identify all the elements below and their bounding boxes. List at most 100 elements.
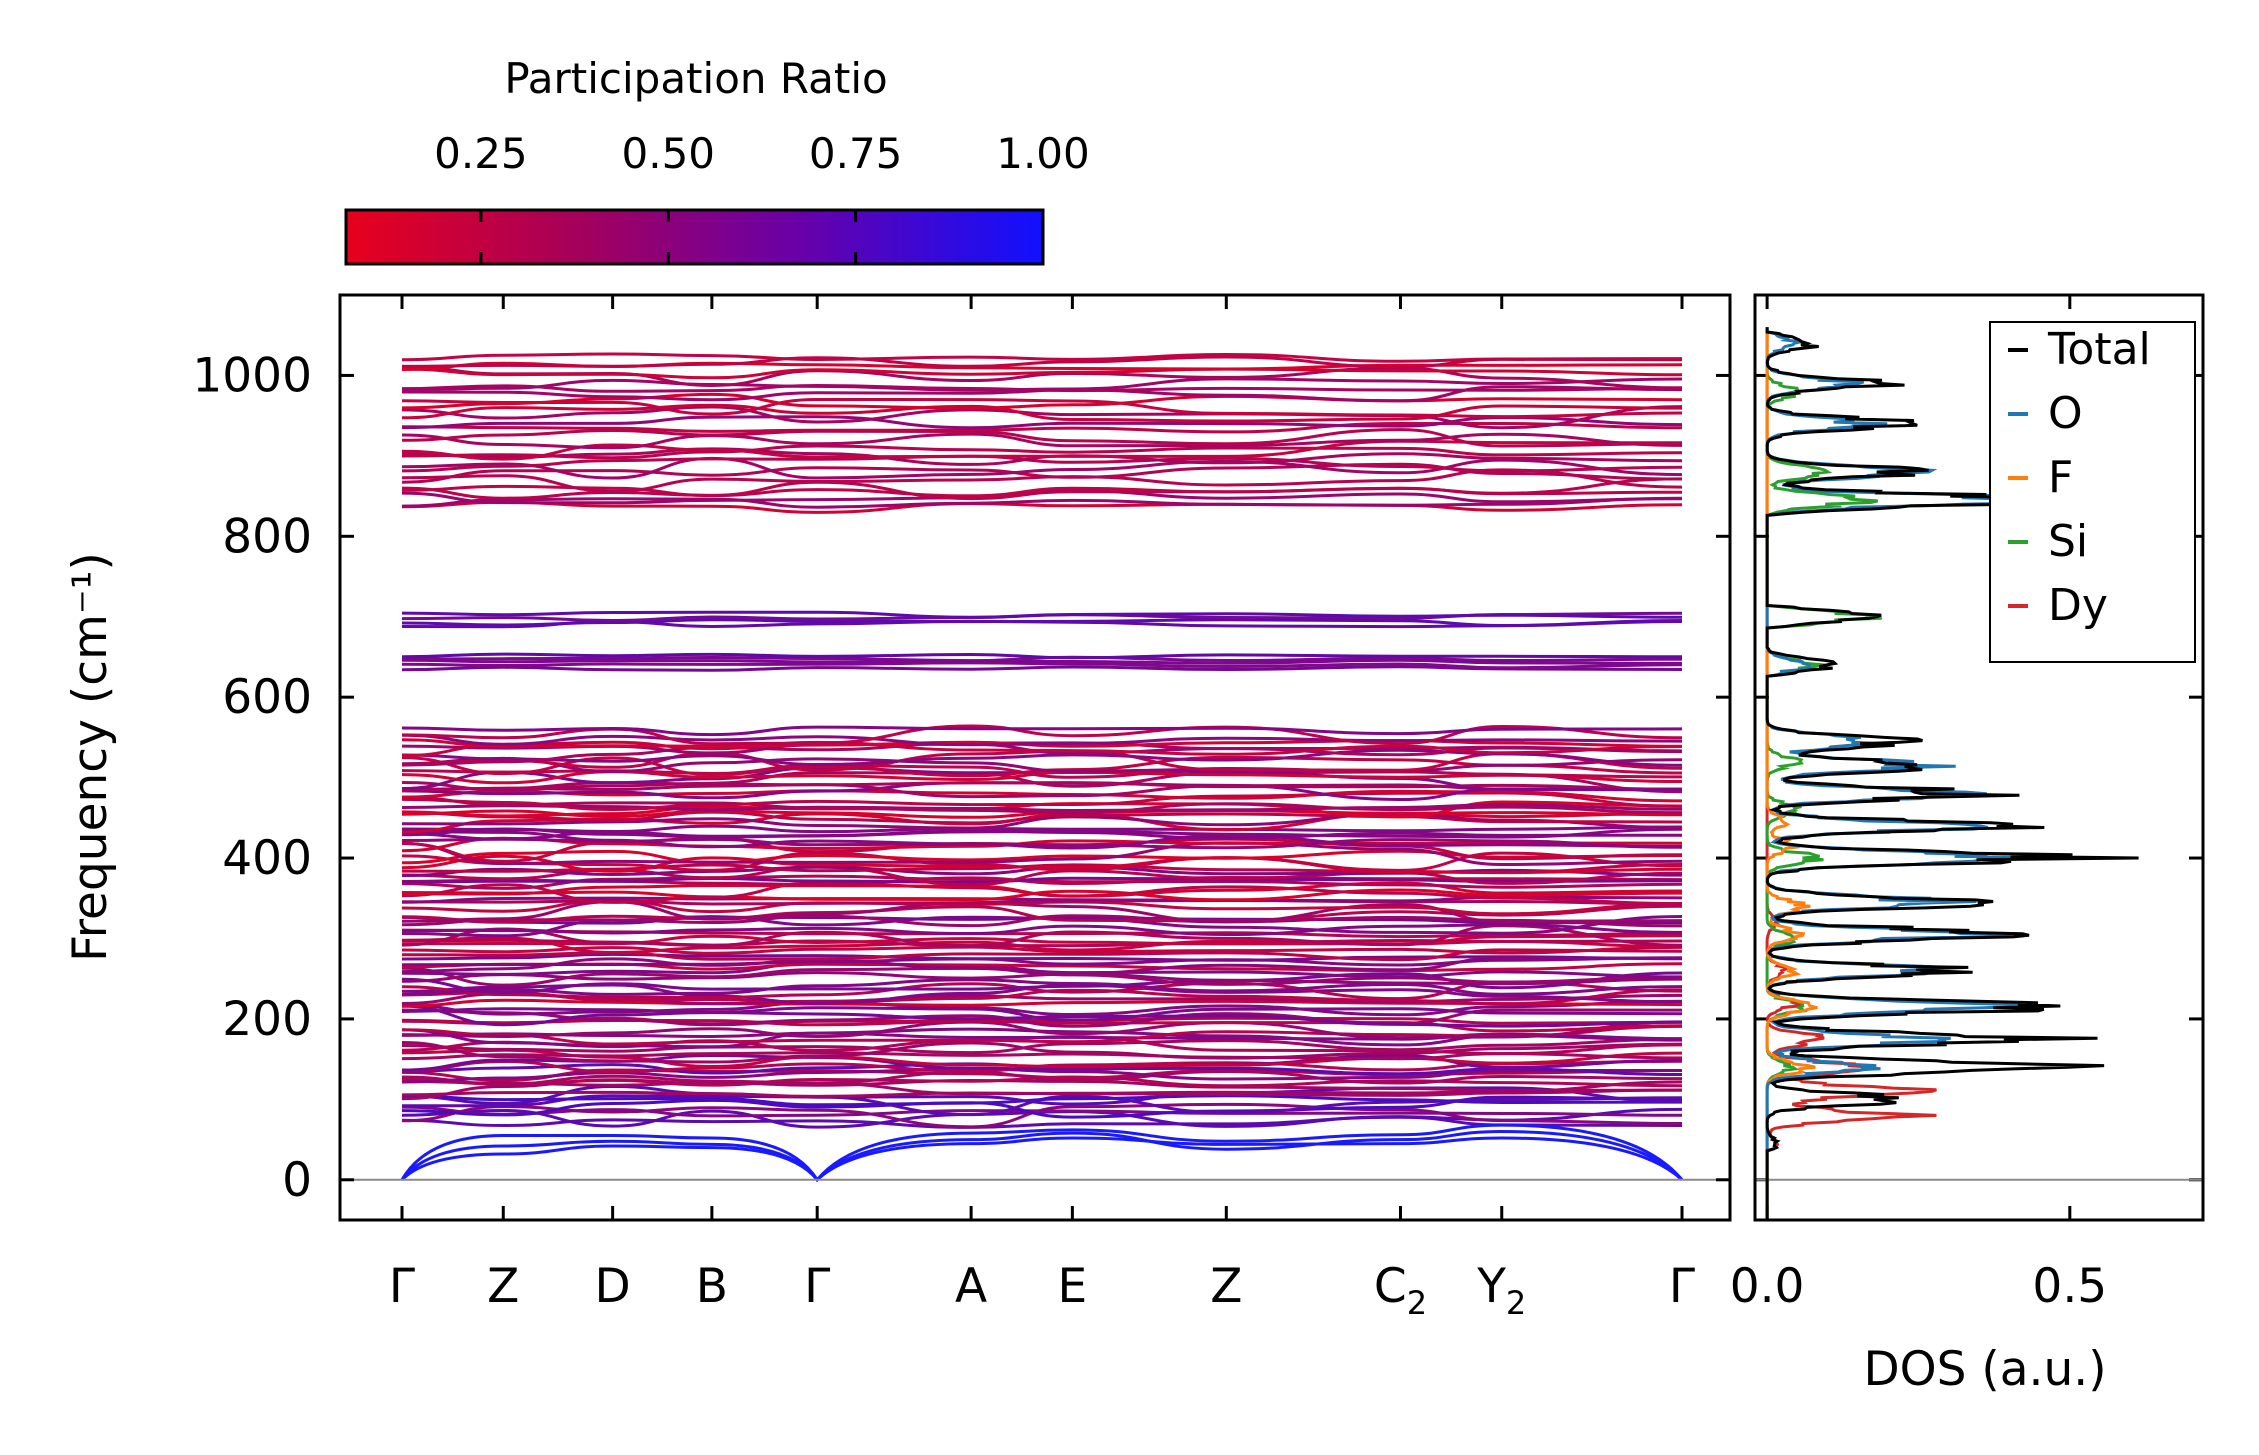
phonon-branch: [401, 945, 1683, 955]
phonon-branch: [401, 936, 1683, 955]
dos-panel: 0.0 0.5 DOS (a.u.) Total OF Si Dy: [1730, 293, 2205, 1397]
phonon-branch: [401, 791, 1683, 812]
phonon-branch: [401, 756, 1683, 774]
phonon-branch: [401, 367, 1683, 380]
y-tick-label: 200: [222, 992, 312, 1047]
acoustic-1: [400, 1123, 1684, 1183]
phonon-branch: [401, 876, 1683, 884]
phonon-branch: [401, 770, 1683, 785]
dos-x-tick-label: 0.0: [1730, 1259, 1805, 1314]
phonon-branch: [401, 610, 1683, 619]
phonon-branch: [401, 971, 1683, 986]
dos-lines: [1755, 327, 2203, 1220]
phonon-branch: [401, 655, 1683, 663]
phonon-branch: [401, 1059, 1683, 1074]
band-panel: 0 200 400 600 800 1000 Γ Z D B Γ A E Z C2 Y2 Γ Frequency…: [63, 293, 2203, 1322]
dos-axes-frame: [1753, 293, 2205, 1222]
kpoint-label: E: [1058, 1259, 1088, 1314]
phonon-branch: [401, 789, 1683, 803]
dos-x-tick-label: 0.5: [2032, 1259, 2107, 1314]
band-y-label: Frequency (cm⁻¹): [63, 552, 118, 962]
phonon-branch: [401, 661, 1683, 670]
kpoint-label: A: [955, 1259, 987, 1314]
dos-legend: Total OF Si Dy: [1989, 321, 2196, 663]
phonon-branch: [401, 1008, 1683, 1028]
phonon-branch: [401, 980, 1683, 1001]
colorbar-tick-label: 1.00: [996, 129, 1090, 178]
phonon-branch: [401, 665, 1683, 672]
phonon-branch: [401, 468, 1683, 493]
phonon-branch: [401, 803, 1683, 813]
phonon-branch: [401, 733, 1683, 747]
phonon-branch: [401, 725, 1683, 737]
legend-label: O: [2048, 388, 2083, 439]
colorbar-title: Participation Ratio: [504, 54, 887, 103]
phonon-branch: [401, 1020, 1683, 1040]
phonon-branch: [401, 988, 1683, 1006]
kpoint-label: Z: [487, 1259, 519, 1314]
phonon-branch: [401, 355, 1683, 369]
legend-label: F: [2048, 452, 2073, 503]
legend-label: Si: [2048, 516, 2088, 567]
colorbar-tick-label: 0.75: [809, 129, 903, 178]
phonon-branch: [401, 740, 1683, 758]
colorbar-gradient: [344, 208, 1045, 266]
phonon-branch: [401, 999, 1683, 1017]
phonon-branch: [401, 432, 1683, 450]
phonon-branch: [401, 428, 1683, 448]
phonon-branch: [401, 1105, 1683, 1118]
phonon-branch: [401, 444, 1683, 460]
phonon-branch: [401, 496, 1683, 509]
kpoint-label: B: [696, 1259, 728, 1314]
phonon-branch: [401, 447, 1683, 466]
phonon-branch: [401, 477, 1683, 501]
acoustic-2: [400, 1129, 1684, 1183]
colorbar: Participation Ratio 0.25 0.50 0.75 1.00: [344, 54, 1090, 266]
phonon-branch: [401, 998, 1683, 1008]
phonon-branch: [401, 934, 1683, 946]
kpoint-label: Y2: [1476, 1259, 1526, 1322]
phonon-branch: [401, 1027, 1683, 1049]
phonon-branch: [401, 1069, 1683, 1086]
phonon-branch: [401, 888, 1683, 902]
phonon-branch: [401, 618, 1683, 628]
phonon-branch: [401, 385, 1683, 403]
phonon-branch: [401, 795, 1683, 815]
phonon-branch: [401, 810, 1683, 825]
legend-label: Dy: [2048, 580, 2108, 631]
kpoint-label: Γ: [389, 1259, 415, 1314]
phonon-branch: [401, 809, 1683, 819]
colorbar-ticks: 0.25 0.50 0.75 1.00: [434, 129, 1090, 264]
phonon-branch: [401, 405, 1683, 430]
phonon-branch: [401, 915, 1683, 925]
phonon-branch: [401, 415, 1683, 430]
phonon-branch: [401, 1024, 1683, 1046]
dos-curve-f: [1765, 327, 1818, 1220]
legend-label: Total: [2047, 324, 2151, 375]
phonon-branch: [401, 1094, 1683, 1107]
dos-curve-si: [1765, 327, 1882, 1220]
y-tick-label: 600: [222, 670, 312, 725]
phonon-branch: [401, 923, 1683, 937]
band-axes-frame: [338, 293, 1732, 1222]
acoustic-3: [400, 1133, 1684, 1183]
phonon-branch: [401, 766, 1683, 792]
phonon-branch: [401, 652, 1683, 660]
phonon-branch: [401, 352, 1683, 363]
kpoint-label: Γ: [1669, 1259, 1695, 1314]
phonon-branch: [401, 1037, 1683, 1055]
phonon-branch: [401, 904, 1683, 924]
phonon-branch: [401, 462, 1683, 484]
dos-axis-ticks: 0.0 0.5: [1730, 295, 2107, 1314]
dos-x-label: DOS (a.u.): [1863, 1342, 2106, 1397]
kpoint-label: Γ: [804, 1259, 830, 1314]
y-tick-label: 0: [282, 1153, 312, 1208]
phonon-branch: [401, 830, 1683, 850]
kpoint-label: Z: [1210, 1259, 1242, 1314]
phonon-branch: [401, 1115, 1683, 1129]
y-tick-label: 800: [222, 509, 312, 564]
phonon-branch: [401, 841, 1683, 867]
phonon-branch: [401, 397, 1683, 419]
phonon-branch: [401, 851, 1683, 872]
